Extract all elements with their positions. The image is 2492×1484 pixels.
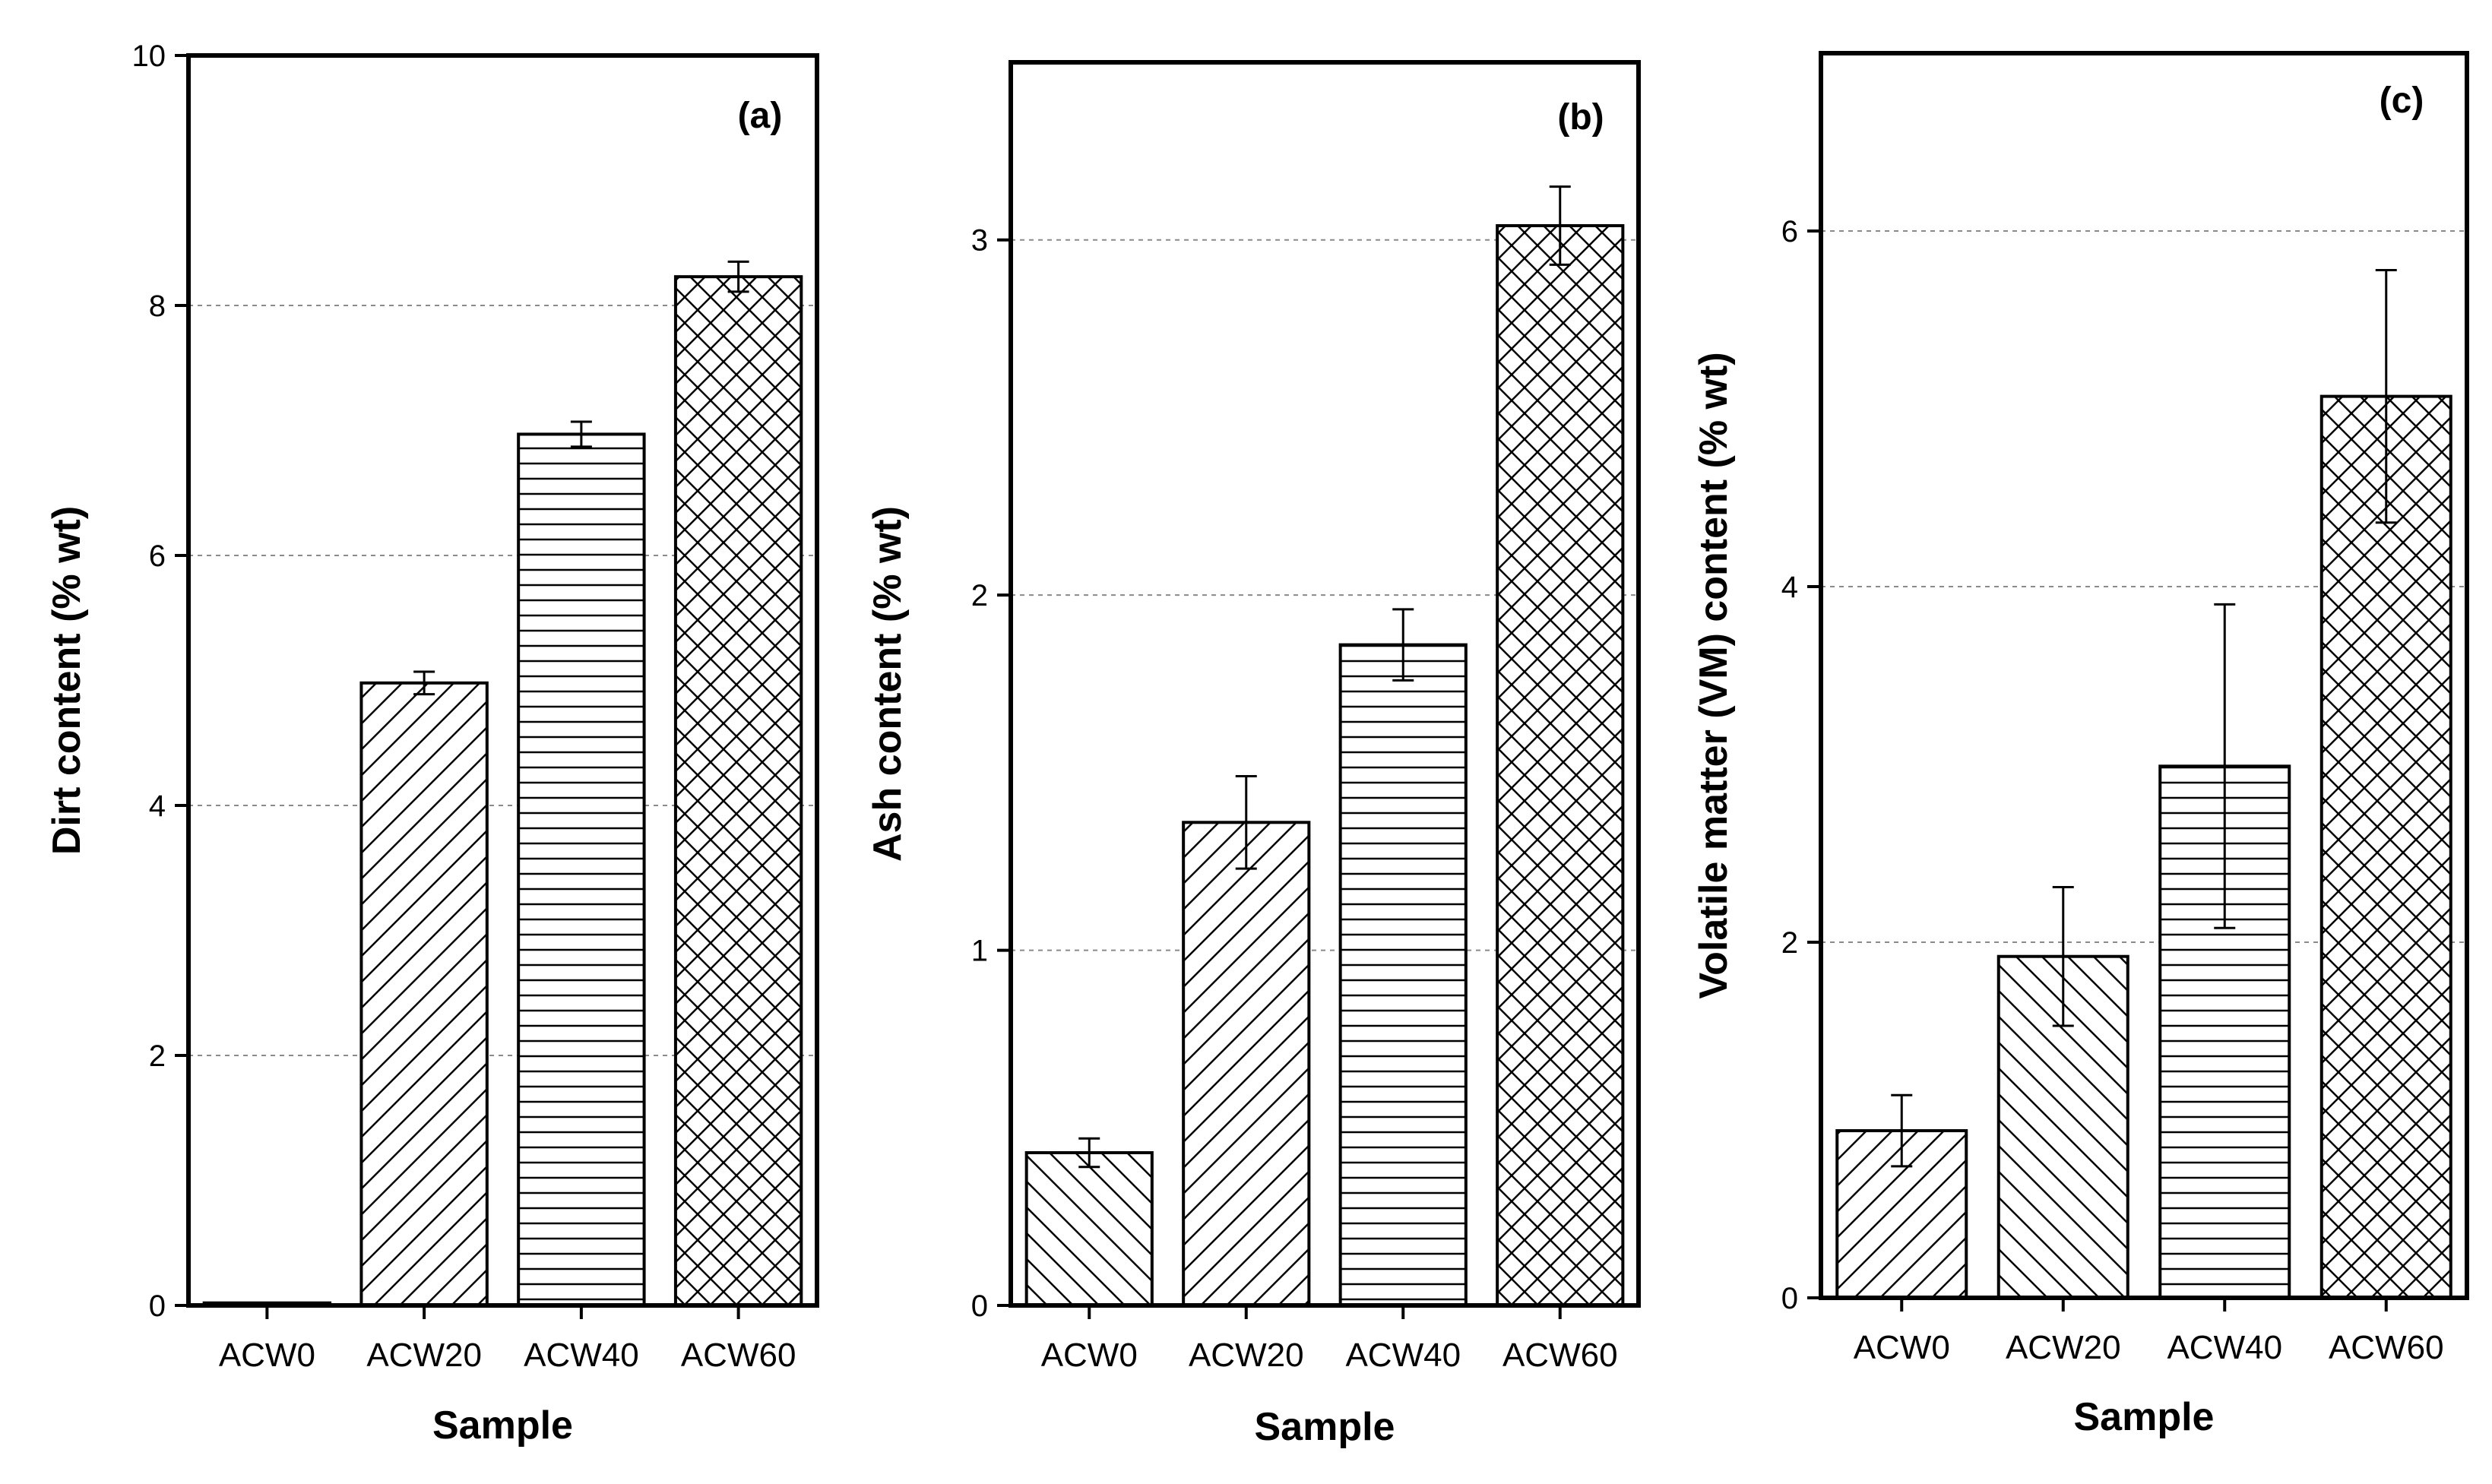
y-tick-label: 6 [1781, 215, 1798, 248]
x-tick-label: ACW60 [681, 1337, 796, 1374]
plot-frame [1009, 60, 1641, 1308]
y-tick-label: 3 [971, 224, 988, 258]
x-tick-label: ACW60 [1502, 1337, 1618, 1374]
x-tick-label: ACW20 [366, 1337, 482, 1374]
panel-label: (c) [2380, 81, 2424, 121]
x-axis-label: Sample [1255, 1405, 1395, 1449]
y-tick-label: 2 [1781, 926, 1798, 960]
bar-acw20 [1182, 821, 1311, 1307]
y-tick-label: 10 [132, 40, 166, 73]
bar-acw60 [1496, 224, 1625, 1308]
x-tick-label: ACW0 [219, 1337, 315, 1374]
y-tick-label: 0 [1781, 1282, 1798, 1315]
x-tick-label: ACW40 [524, 1337, 639, 1374]
bar-acw60 [673, 275, 803, 1307]
bar-acw60 [2319, 394, 2452, 1299]
plot-frame [186, 53, 819, 1308]
bar-acw0 [1024, 1151, 1154, 1308]
panel-1: 0 2 4 6 8 10 ACW0 ACW20 ACW40 ACW60 (a) Sample Dirt … [45, 40, 819, 1448]
y-axis-label: Volatile matter (VM) content (% wt) [1692, 352, 1736, 998]
x-axis-label: Sample [2074, 1395, 2215, 1439]
x-tick-label: ACW0 [1041, 1337, 1138, 1374]
y-tick-label: 2 [971, 579, 988, 612]
y-tick-label: 6 [149, 539, 166, 573]
x-tick-label: ACW40 [1345, 1337, 1461, 1374]
bar-acw40 [1338, 643, 1468, 1307]
x-tick-label: ACW20 [1189, 1337, 1304, 1374]
x-tick-label: ACW40 [2167, 1329, 2282, 1366]
x-tick-label: ACW0 [1854, 1329, 1950, 1366]
panel-label: (b) [1557, 97, 1604, 138]
plot-frame [1819, 51, 2469, 1300]
y-axis-label: Ash content (% wt) [866, 506, 910, 862]
y-tick-label: 0 [971, 1289, 988, 1323]
x-tick-label: ACW60 [2329, 1329, 2444, 1366]
panel-2: 0 1 2 3 ACW0 ACW20 ACW40 ACW60 (b) Sample Ash cont… [866, 60, 1641, 1449]
y-tick-label: 8 [149, 290, 166, 323]
x-tick-label: ACW20 [2006, 1329, 2121, 1366]
panel-3: 0 2 4 6 ACW0 ACW20 ACW40 ACW60 (c) Sample Volatile… [1692, 51, 2469, 1439]
y-tick-label: 4 [1781, 571, 1798, 604]
x-axis-label: Sample [432, 1403, 573, 1448]
y-tick-label: 1 [971, 935, 988, 968]
panel-label: (a) [738, 96, 783, 136]
y-tick-label: 2 [149, 1039, 166, 1073]
bar-acw20 [359, 681, 489, 1307]
y-tick-label: 4 [149, 789, 166, 823]
bar-acw40 [517, 432, 646, 1307]
y-tick-label: 0 [149, 1289, 166, 1323]
y-axis-label: Dirt content (% wt) [45, 506, 89, 855]
